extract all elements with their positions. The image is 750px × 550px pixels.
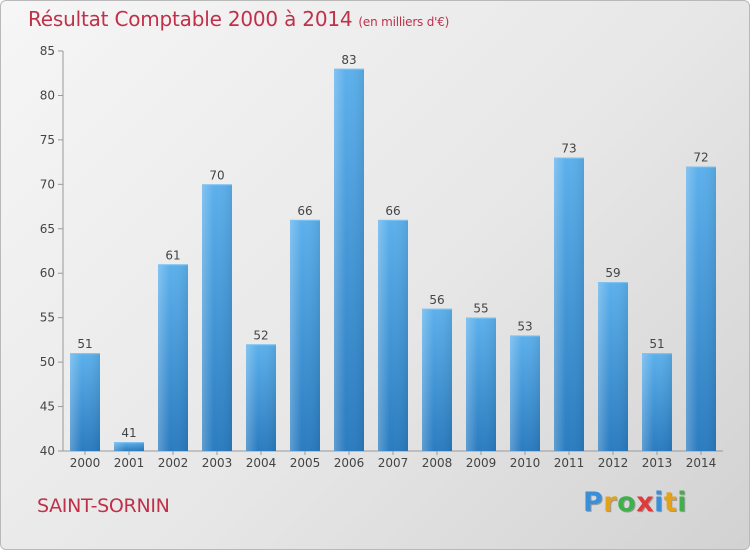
logo-letter: r [603, 487, 618, 518]
x-tick-label: 2010 [510, 456, 541, 470]
logo-letter: P [583, 487, 604, 518]
bar-value-label: 66 [385, 204, 400, 218]
bar-value-label: 53 [517, 319, 532, 333]
bar-shading [510, 335, 540, 451]
x-tick-label: 2009 [466, 456, 497, 470]
y-tick-label: 85 [40, 44, 55, 58]
bar-value-label: 55 [473, 302, 488, 316]
y-tick-label: 80 [40, 88, 55, 102]
chart-subtitle: (en milliers d'€) [358, 15, 450, 29]
bar-value-label: 83 [341, 53, 356, 67]
bar-shading [202, 184, 232, 452]
y-tick-label: 70 [40, 177, 55, 191]
y-tick-label: 50 [40, 355, 55, 369]
x-tick-label: 2007 [378, 456, 409, 470]
bar-shading [70, 353, 100, 451]
x-tick-label: 2011 [554, 456, 585, 470]
bar-shading [334, 68, 364, 452]
bar-shading [378, 219, 408, 451]
x-tick-label: 2013 [642, 456, 673, 470]
x-tick-label: 2000 [70, 456, 101, 470]
y-tick-label: 55 [40, 311, 55, 325]
bar-shading [422, 308, 452, 451]
x-tick-label: 2006 [334, 456, 365, 470]
bar-value-label: 61 [165, 248, 180, 262]
chart-title: Résultat Comptable 2000 à 2014 [28, 7, 353, 31]
bar-shading [290, 219, 320, 451]
x-tick-label: 2008 [422, 456, 453, 470]
bar-value-label: 51 [649, 337, 664, 351]
bar-value-label: 72 [693, 151, 708, 165]
bar-value-label: 52 [253, 328, 268, 342]
chart-value-labels: 51 41 61 70 52 66 83 66 56 55 53 73 59 51 72 [77, 53, 708, 440]
bar-value-label: 41 [121, 426, 136, 440]
x-tick-label: 2014 [686, 456, 717, 470]
logo-letter: x [636, 487, 655, 518]
bar-shading [554, 157, 584, 451]
x-tick-label: 2002 [158, 456, 189, 470]
x-tick-label: 2005 [290, 456, 321, 470]
chart-bars [70, 68, 716, 452]
bar-value-label: 56 [429, 293, 444, 307]
bar-shading [466, 317, 496, 451]
x-tick-label: 2001 [114, 456, 145, 470]
logo-letter: i [654, 487, 664, 518]
y-tick-label: 60 [40, 266, 55, 280]
bar-shading [158, 264, 188, 451]
chart-axes: 40 45 50 55 60 65 70 75 80 85 2000 2001 2002 2003 2004… [40, 44, 723, 470]
bar-shading [686, 166, 716, 452]
y-tick-label: 75 [40, 133, 55, 147]
x-tick-label: 2003 [202, 456, 233, 470]
bar-value-label: 59 [605, 266, 620, 280]
y-tick-label: 40 [40, 444, 55, 458]
chart-title-group: Résultat Comptable 2000 à 2014 (en millie… [28, 7, 449, 31]
y-tick-label: 65 [40, 222, 55, 236]
bar-shading [246, 344, 276, 451]
bar-shading [114, 442, 144, 451]
logo-letter: i [677, 487, 688, 518]
bar-value-label: 51 [77, 337, 92, 351]
bar-shading [598, 282, 628, 451]
x-tick-label: 2012 [598, 456, 629, 470]
logo-letter: t [663, 487, 678, 518]
bar-value-label: 70 [209, 168, 224, 182]
x-tick-label: 2004 [246, 456, 277, 470]
logo-letter: o [617, 487, 637, 518]
bar-shading [642, 353, 672, 451]
bar-value-label: 73 [561, 142, 576, 156]
proxiti-logo: Proxiti [583, 487, 687, 518]
y-tick-label: 45 [40, 400, 55, 414]
bar-value-label: 66 [297, 204, 312, 218]
town-name: SAINT-SORNIN [37, 495, 170, 517]
